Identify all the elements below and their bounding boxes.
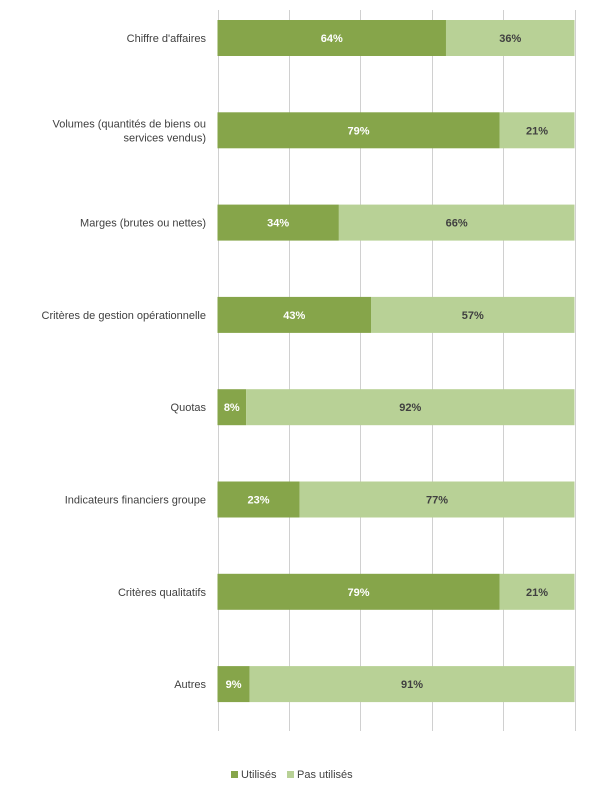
legend-swatch-pas-utilises: [287, 771, 294, 778]
category-label: Volumes (quantités de biens ou services v…: [53, 118, 207, 144]
data-label: 57%: [462, 310, 484, 322]
category-label: Critères qualitatifs: [118, 587, 207, 599]
labels: Chiffre d'affaires 64% 36% Volumes (quantit…: [42, 33, 549, 691]
legend-label: Utilisés: [241, 769, 277, 781]
data-label: 9%: [226, 679, 242, 691]
bar-segment-pas-utilises: [499, 573, 575, 610]
data-label: 21%: [526, 587, 548, 599]
bar-segment-pas-utilises: [246, 389, 575, 426]
legend-label: Pas utilisés: [297, 769, 353, 781]
data-label: 91%: [401, 679, 423, 691]
bar-segment-utilises: [217, 20, 446, 56]
data-label: 66%: [446, 218, 468, 230]
data-label: 34%: [267, 218, 289, 230]
bar-segment-pas-utilises: [445, 20, 575, 56]
category-label: Marges (brutes ou nettes): [80, 218, 206, 230]
data-label: 79%: [347, 587, 369, 599]
data-label: 23%: [248, 495, 270, 507]
legend: Utilisés Pas utilisés: [231, 769, 353, 781]
data-label: 77%: [426, 495, 448, 507]
data-label: 36%: [499, 33, 521, 45]
legend-swatch-utilises: [231, 771, 238, 778]
bar-segment-pas-utilises: [499, 112, 575, 149]
data-label: 43%: [283, 310, 305, 322]
category-label: Indicateurs financiers groupe: [65, 495, 206, 507]
bars: [217, 20, 575, 703]
data-label: 79%: [347, 125, 369, 137]
data-label: 8%: [224, 402, 240, 414]
category-label: Chiffre d'affaires: [127, 33, 207, 45]
category-label: Autres: [174, 679, 206, 691]
bar-segment-pas-utilises: [338, 204, 575, 241]
bar-segment-utilises: [217, 573, 500, 610]
category-label: Quotas: [171, 402, 207, 414]
data-label: 64%: [321, 33, 343, 45]
bar-segment-utilises: [217, 666, 250, 703]
bar-segment-utilises: [217, 112, 500, 149]
bar-segment-pas-utilises: [249, 666, 575, 703]
bar-segment-utilises: [217, 296, 372, 333]
data-label: 21%: [526, 125, 548, 137]
category-label: Critères de gestion opérationnelle: [42, 310, 207, 322]
bar-segment-pas-utilises: [299, 481, 575, 518]
data-label: 92%: [399, 402, 421, 414]
bar-segment-utilises: [217, 204, 339, 241]
bar-segment-pas-utilises: [371, 296, 575, 333]
bar-segment-utilises: [217, 481, 300, 518]
bar-segment-utilises: [217, 389, 247, 426]
